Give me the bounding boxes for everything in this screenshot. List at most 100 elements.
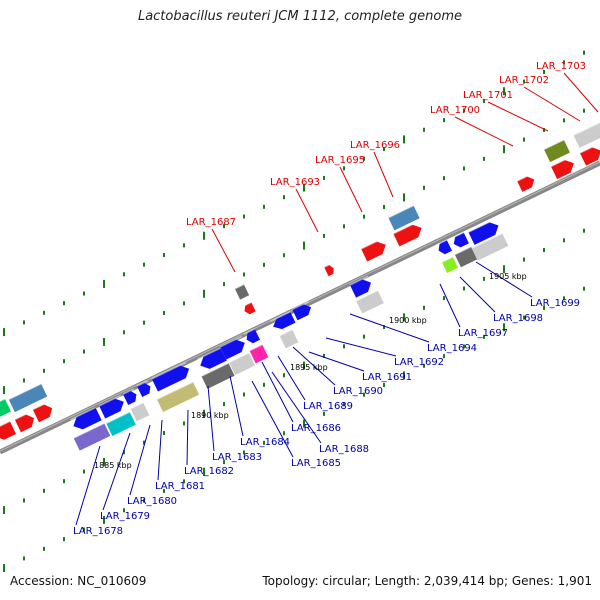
gene-shape xyxy=(544,139,570,163)
gene-label-lar-1682: LAR_1682 xyxy=(184,466,234,477)
gene-highlight xyxy=(435,239,448,246)
label-leader-line xyxy=(292,346,336,386)
gene-feature xyxy=(156,381,200,412)
label-leader-lines xyxy=(75,72,599,526)
label-leader-line xyxy=(475,261,533,298)
scale-label-1905: 1905 kbp xyxy=(489,272,527,281)
gene-shape xyxy=(453,232,469,248)
gene-feature xyxy=(0,398,11,422)
gene-feature xyxy=(105,411,136,436)
gene-highlight xyxy=(441,256,454,263)
gene-feature xyxy=(219,335,245,360)
gene-highlight xyxy=(242,301,252,308)
gene-feature xyxy=(471,232,509,261)
label-leader-line xyxy=(459,276,496,313)
map-title: Lactobacillus reuteri JCM 1112, complete… xyxy=(137,9,463,24)
gene-feature xyxy=(435,239,453,255)
gene-feature xyxy=(8,383,48,413)
track-ticks xyxy=(3,50,585,573)
label-leader-line xyxy=(229,375,244,437)
gene-highlight xyxy=(550,156,572,168)
gene-highlight xyxy=(105,411,130,425)
gene-label-lar-1680: LAR_1680 xyxy=(127,496,177,507)
gene-shape xyxy=(234,284,250,300)
label-leader-line xyxy=(75,445,101,526)
gene-label-lar-1691: LAR_1691 xyxy=(362,372,412,383)
gene-shape xyxy=(220,339,245,360)
scale-label-1900: 1900 kbp xyxy=(389,316,427,325)
gene-label-lar-1693: LAR_1693 xyxy=(270,177,320,188)
label-leader-line xyxy=(207,385,215,452)
gene-shape xyxy=(122,390,137,406)
gene-shape xyxy=(156,382,200,412)
gene-highlight xyxy=(360,237,384,250)
gene-feature xyxy=(516,173,535,192)
gene-feature xyxy=(454,246,478,268)
gene-highlight xyxy=(136,380,149,387)
gene-features xyxy=(0,121,600,451)
gene-highlight xyxy=(0,420,11,431)
gene-shape xyxy=(573,122,600,148)
label-leader-line xyxy=(325,337,397,357)
gene-feature xyxy=(468,218,499,245)
label-leader-line xyxy=(563,72,599,113)
gene-highlight xyxy=(151,361,187,380)
label-leader-line xyxy=(129,424,151,496)
gene-highlight xyxy=(0,398,6,410)
gene-label-lar-1689: LAR_1689 xyxy=(303,401,353,412)
gene-shape xyxy=(151,365,190,392)
gene-shape xyxy=(438,239,453,255)
label-leader-line xyxy=(251,380,294,458)
gene-label-lar-1688: LAR_1688 xyxy=(319,444,369,455)
gene-shape xyxy=(361,241,386,262)
gene-highlight xyxy=(122,388,135,395)
scale-labels: 1885 kbp 1890 kbp 1895 kbp 1900 kbp 1905… xyxy=(94,272,527,470)
label-leader-line xyxy=(271,371,322,444)
gene-feature xyxy=(323,263,334,277)
accession-text: Accession: NC_010609 xyxy=(10,574,147,588)
bottom-gene-labels: LAR_1678 LAR_1679 LAR_1680 LAR_1681 LAR_… xyxy=(73,298,580,537)
gene-feature xyxy=(196,347,227,369)
gene-shape xyxy=(8,383,48,413)
scale-label-1895: 1895 kbp xyxy=(290,363,328,372)
gene-feature xyxy=(243,328,261,344)
gene-label-lar-1703: LAR_1703 xyxy=(536,61,586,72)
gene-feature xyxy=(151,361,190,392)
scale-label-1885: 1885 kbp xyxy=(94,461,132,470)
gene-shape xyxy=(229,352,255,376)
gene-feature xyxy=(14,411,35,433)
gene-feature xyxy=(360,237,386,262)
gene-feature xyxy=(450,231,469,248)
gene-highlight xyxy=(468,218,496,233)
gene-highlight xyxy=(201,362,229,377)
gene-feature xyxy=(130,401,150,422)
gene-feature xyxy=(279,328,299,349)
gene-feature xyxy=(228,352,255,376)
gene-shape xyxy=(517,176,535,192)
label-leader-line xyxy=(277,355,306,401)
gene-highlight xyxy=(279,328,293,337)
gene-shape xyxy=(130,402,150,422)
gene-highlight xyxy=(249,343,263,352)
gene-highlight xyxy=(450,231,465,240)
gene-label-lar-1684: LAR_1684 xyxy=(240,437,290,448)
gene-label-lar-1697: LAR_1697 xyxy=(458,328,508,339)
gene-shape xyxy=(73,423,111,451)
gene-highlight xyxy=(8,383,42,401)
gene-shape xyxy=(0,421,17,440)
gene-label-lar-1692: LAR_1692 xyxy=(394,357,444,368)
gene-feature xyxy=(249,343,269,364)
gene-label-lar-1690: LAR_1690 xyxy=(333,386,383,397)
gene-highlight xyxy=(355,289,379,302)
gene-feature xyxy=(270,311,296,330)
label-leader-line xyxy=(261,361,294,423)
gene-feature xyxy=(543,139,570,163)
gene-highlight xyxy=(196,347,221,361)
gene-highlight xyxy=(516,173,532,182)
gene-shape xyxy=(579,147,600,166)
gene-label-lar-1686: LAR_1686 xyxy=(291,423,341,434)
gene-label-lar-1681: LAR_1681 xyxy=(155,481,205,492)
gene-feature xyxy=(122,388,137,406)
